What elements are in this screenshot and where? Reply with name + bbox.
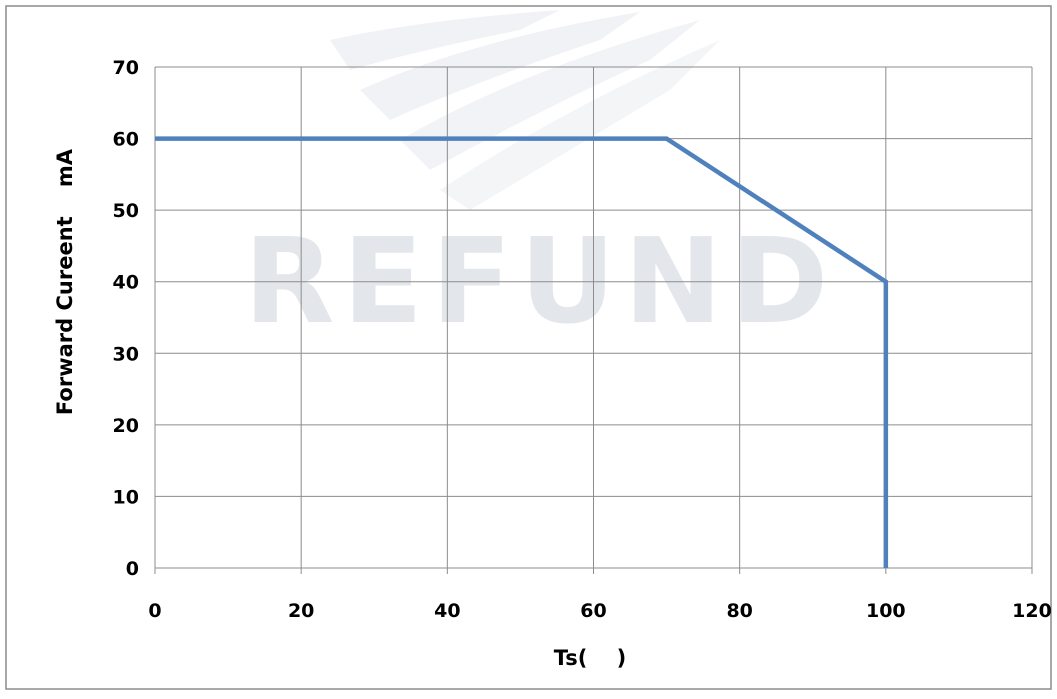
x-tick-label-0: 0 (148, 600, 161, 622)
series-line-0 (155, 136, 889, 568)
y-tick-label-60: 60 (113, 129, 139, 151)
series-layer (155, 136, 889, 568)
y-tick-label-20: 20 (113, 415, 139, 437)
x-tick-label-80: 80 (726, 600, 752, 622)
x-tick-label-100: 100 (866, 600, 906, 622)
watermark-swoosh (330, 10, 720, 210)
y-tick-label-30: 30 (113, 343, 139, 365)
chart-border (5, 5, 1052, 690)
y-axis-title: Forward Cureent mA (53, 148, 77, 415)
y-tick-label-40: 40 (113, 272, 139, 294)
watermark-text: REFUND (244, 212, 837, 350)
y-tick-label-50: 50 (113, 200, 139, 222)
y-tick-label-10: 10 (113, 486, 139, 508)
x-axis-title: Ts( ) (554, 646, 626, 670)
x-tick-label-40: 40 (434, 600, 460, 622)
x-tick-label-60: 60 (580, 600, 606, 622)
y-tick-label-70: 70 (113, 57, 139, 79)
x-tick-label-20: 20 (288, 600, 314, 622)
x-tick-label-120: 120 (1012, 600, 1052, 622)
y-tick-label-0: 0 (126, 558, 139, 580)
watermark: REFUND (244, 10, 837, 350)
tick-labels: 0 20 40 60 80 100 120 0 10 20 30 40 50 60 70 (113, 57, 1052, 622)
